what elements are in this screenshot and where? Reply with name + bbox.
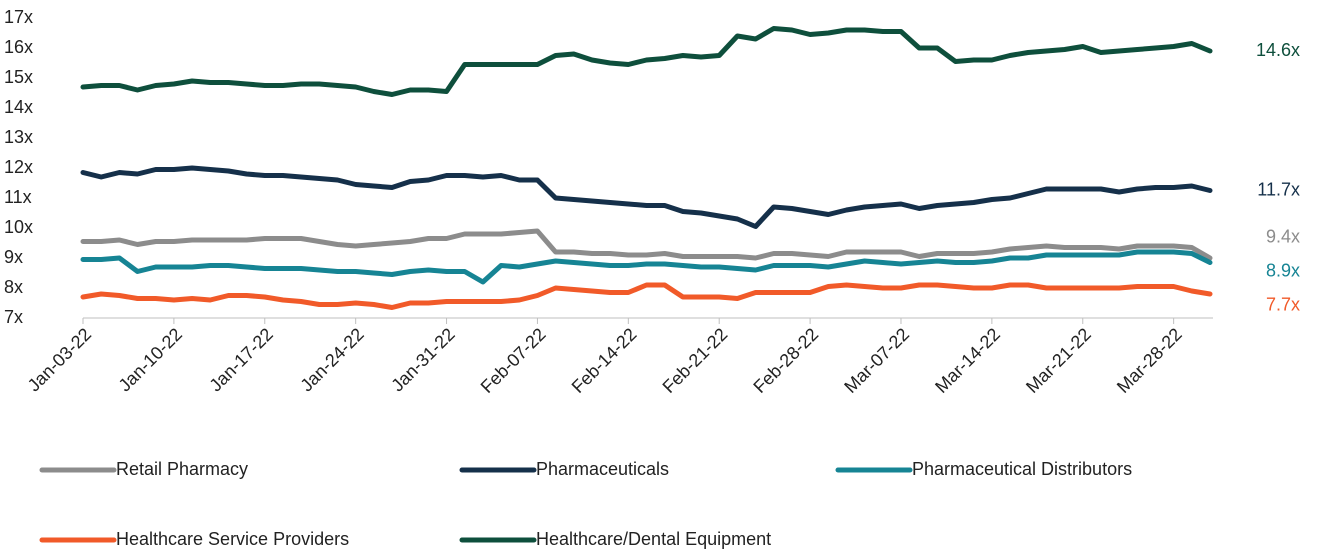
y-tick-label: 9x [4, 247, 23, 267]
end-label: 11.7x [1257, 179, 1300, 199]
x-tick-label: Jan-10-22 [115, 324, 186, 395]
y-tick-label: 11x [4, 187, 32, 207]
x-tick-label: Mar-28-22 [1113, 324, 1186, 397]
x-tick-label: Feb-07-22 [477, 324, 550, 397]
x-tick-label: Jan-31-22 [387, 324, 458, 395]
x-tick-label: Mar-21-22 [1022, 324, 1095, 397]
legend-label: Pharmaceuticals [536, 459, 669, 479]
y-tick-label: 7x [4, 307, 23, 327]
legend-label: Pharmaceutical Distributors [912, 459, 1132, 479]
x-tick-label: Mar-14-22 [931, 324, 1004, 397]
y-tick-label: 10x [4, 217, 33, 237]
x-tick-label: Mar-07-22 [840, 324, 913, 397]
x-tick-label: Jan-24-22 [296, 324, 367, 395]
legend-label: Healthcare/Dental Equipment [536, 529, 771, 549]
x-tick-label: Jan-17-22 [205, 324, 276, 395]
end-label: 9.4x [1266, 226, 1300, 246]
x-tick-label: Feb-28-22 [749, 324, 822, 397]
x-tick-label: Jan-03-22 [24, 324, 95, 395]
x-tick-label: Feb-14-22 [568, 324, 641, 397]
y-tick-label: 14x [4, 97, 33, 117]
series-line [80, 165, 1213, 229]
y-tick-label: 12x [4, 157, 33, 177]
end-label: 14.6x [1256, 40, 1300, 60]
end-label: 8.9x [1266, 260, 1300, 280]
y-tick-label: 8x [4, 277, 23, 297]
x-tick-label: Feb-21-22 [659, 324, 732, 397]
y-tick-label: 16x [4, 37, 33, 57]
series-line [80, 26, 1213, 97]
series-line [80, 249, 1213, 285]
series-line [80, 282, 1213, 310]
legend-label: Retail Pharmacy [116, 459, 248, 479]
y-tick-label: 15x [4, 67, 33, 87]
y-tick-label: 17x [4, 7, 33, 27]
end-label: 7.7x [1266, 294, 1300, 314]
legend-label: Healthcare Service Providers [116, 529, 349, 549]
y-tick-label: 13x [4, 127, 33, 147]
series-line [80, 228, 1213, 261]
